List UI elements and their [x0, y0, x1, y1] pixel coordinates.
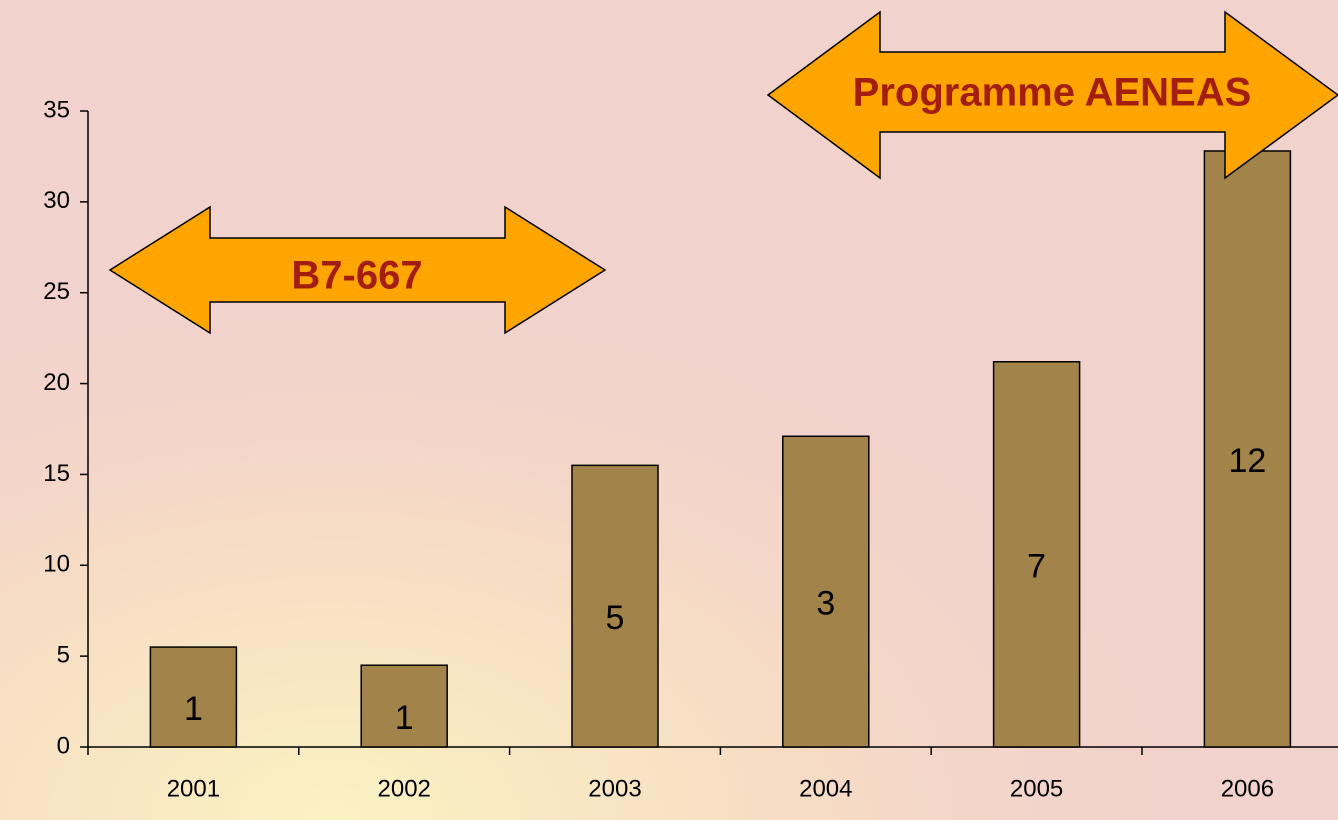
x-tick-label: 2002	[378, 775, 431, 802]
range-arrow: Programme AENEAS	[766, 10, 1338, 180]
bar	[992, 361, 1081, 748]
bar-annotation: 7	[1027, 547, 1046, 585]
x-tick-label: 2001	[167, 775, 220, 802]
x-tick-label: 2004	[799, 775, 852, 802]
bar-annotation: 1	[395, 699, 414, 737]
bar	[571, 464, 659, 748]
range-arrow: B7-667	[108, 205, 607, 335]
y-tick-label: 0	[57, 732, 70, 759]
bar	[149, 646, 238, 748]
arrow-label: B7-667	[291, 254, 422, 298]
bar-annotation: 1	[184, 690, 203, 728]
bar	[782, 435, 870, 748]
y-tick-label: 15	[43, 460, 70, 487]
bar-annotation: 3	[816, 585, 835, 623]
y-tick-label: 10	[43, 551, 70, 578]
y-tick-label: 30	[43, 187, 70, 214]
y-tick-label: 25	[43, 278, 70, 305]
x-tick-label: 2003	[588, 775, 641, 802]
bar	[360, 664, 448, 748]
x-tick-label: 2006	[1221, 775, 1274, 802]
bar-annotation: 5	[606, 599, 625, 637]
y-tick-label: 35	[43, 96, 70, 123]
bar	[1203, 150, 1292, 748]
y-tick-label: 5	[57, 641, 70, 668]
y-tick-label: 20	[43, 369, 70, 396]
x-tick-label: 2005	[1010, 775, 1063, 802]
arrow-label: Programme AENEAS	[853, 71, 1252, 115]
bar-annotation: 12	[1228, 442, 1266, 480]
